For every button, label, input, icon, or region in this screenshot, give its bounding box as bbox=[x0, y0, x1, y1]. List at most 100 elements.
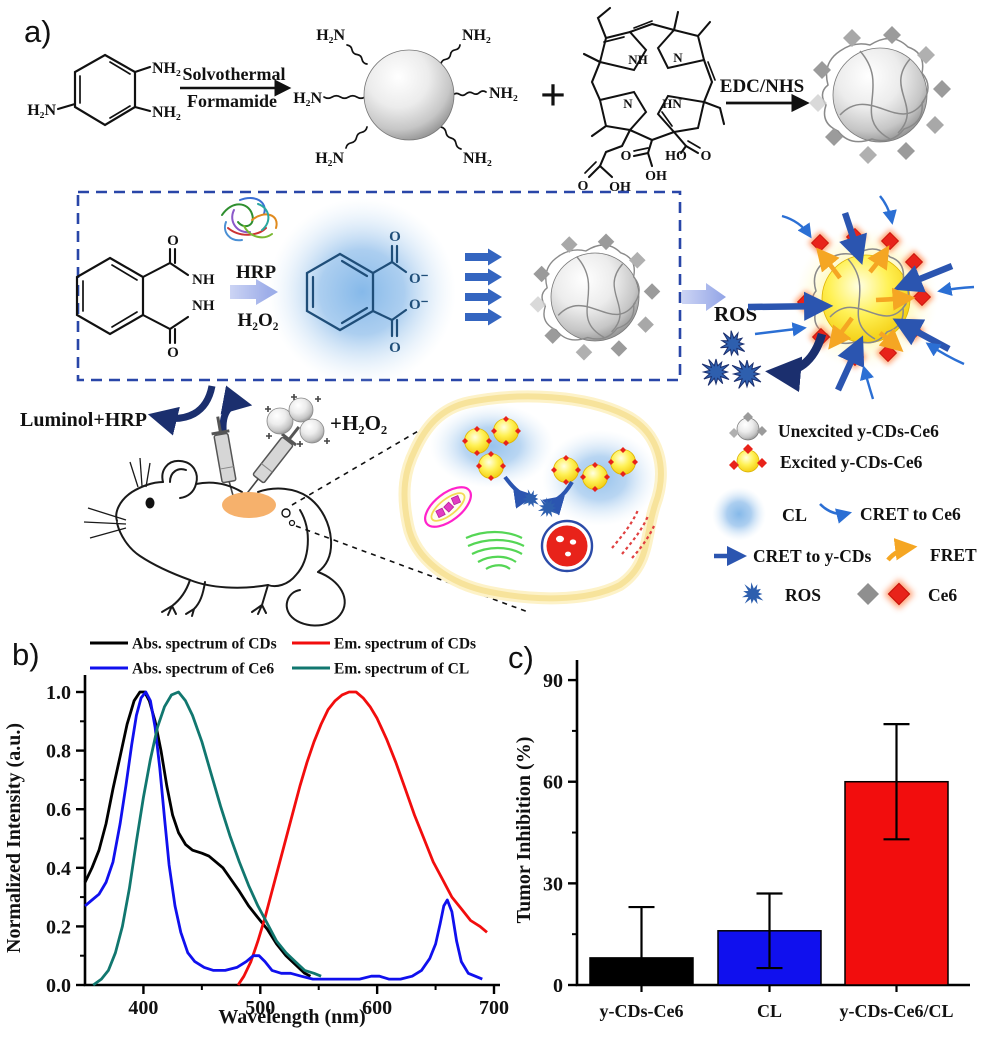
svg-text:H₂N: H₂N bbox=[315, 150, 344, 167]
bar-category-label: y-CDs-Ce6/CL bbox=[840, 1001, 954, 1021]
triaminobenzene-structure: NH₂ NH₂ H₂N bbox=[27, 53, 181, 127]
ros-generation-arrow bbox=[765, 332, 827, 393]
svg-text:O: O bbox=[167, 233, 179, 249]
reaction-condition-bottom: Formamide bbox=[187, 91, 277, 111]
ros-cluster: ROS bbox=[701, 302, 762, 389]
legend-cret-ycds-label: CRET to y-CDs bbox=[753, 546, 871, 566]
nanoparticle-cluster: +H₂O₂ bbox=[265, 394, 387, 447]
svg-text:O: O bbox=[389, 229, 401, 245]
legend-cl-icon bbox=[712, 487, 766, 541]
legend-ce6-gray-icon bbox=[857, 583, 879, 605]
svg-text:90: 90 bbox=[543, 670, 563, 692]
callout-lines bbox=[291, 395, 529, 613]
svg-text:NH₂: NH₂ bbox=[152, 104, 181, 121]
series-line bbox=[83, 690, 312, 978]
series-line bbox=[92, 690, 322, 987]
svg-text:NH₂: NH₂ bbox=[489, 85, 518, 102]
svg-text:600: 600 bbox=[362, 997, 392, 1019]
legend-entry: Abs. spectrum of Ce6 bbox=[132, 661, 274, 678]
y-axis-title: Normalized Intensity (a.u.) bbox=[3, 723, 25, 953]
ycds-ce6-sphere bbox=[808, 25, 952, 165]
svg-text:500: 500 bbox=[245, 997, 275, 1019]
luminol-structure: O O NH NH bbox=[75, 233, 215, 361]
chlorin-e6-structure: NH N N HN O OH O OH HO O bbox=[578, 6, 726, 195]
svg-text:0: 0 bbox=[553, 975, 563, 997]
svg-text:HN: HN bbox=[662, 96, 682, 111]
legend-ce6-red-icon bbox=[884, 579, 914, 609]
legend-ce6-label: Ce6 bbox=[928, 585, 957, 605]
plot-area: 400 500 600 700 0.0 0.2 0.4 0.6 0.8 1.0 Abs. spect… bbox=[46, 636, 509, 1020]
chevron-arrow-exit bbox=[682, 283, 726, 311]
plot-area: 0 30 60 90 y-CDs-Ce6 CL y-CDs-Ce6/CL bbox=[543, 660, 970, 1021]
legend-entry: Em. spectrum of CL bbox=[334, 661, 469, 678]
svg-text:NH₂: NH₂ bbox=[152, 60, 181, 77]
legend-entry: Abs. spectrum of CDs bbox=[132, 636, 277, 653]
scheme-legend: Unexcited y-CDs-Ce6 Excited y-CDs-Ce6 CL… bbox=[712, 412, 977, 609]
panel-a-scheme: a) NH₂ NH₂ H₂N Solvothermal Formamide H₂… bbox=[20, 6, 977, 627]
svg-text:H₂N: H₂N bbox=[316, 27, 345, 44]
legend-unexcited-label: Unexcited y-CDs-Ce6 bbox=[778, 421, 939, 441]
legend-unexcited-icon bbox=[729, 412, 767, 441]
plus-h2o2-label: +H₂O₂ bbox=[330, 411, 387, 435]
svg-text:0.8: 0.8 bbox=[46, 741, 71, 763]
legend-fret-label: FRET bbox=[930, 545, 977, 565]
panel-c-label: c) bbox=[508, 640, 534, 675]
legend-entry: Em. spectrum of CDs bbox=[334, 636, 476, 653]
svg-text:NH: NH bbox=[192, 298, 215, 314]
ycds-ce6-sphere-box bbox=[528, 232, 662, 362]
svg-text:OH: OH bbox=[645, 169, 667, 184]
energy-transfer-arrows bbox=[465, 248, 502, 326]
golgi bbox=[465, 530, 525, 570]
tumor-cell bbox=[398, 390, 667, 605]
legend-ros-icon bbox=[742, 582, 764, 605]
svg-text:0.6: 0.6 bbox=[46, 799, 71, 821]
svg-text:1.0: 1.0 bbox=[46, 682, 71, 704]
mouse-illustration bbox=[83, 457, 346, 627]
svg-text:400: 400 bbox=[128, 997, 158, 1019]
luminol-hrp-label: Luminol+HRP bbox=[20, 409, 147, 431]
tumor-site bbox=[222, 492, 276, 518]
svg-text:0.4: 0.4 bbox=[46, 858, 71, 880]
svg-text:700: 700 bbox=[479, 997, 509, 1019]
svg-text:30: 30 bbox=[543, 873, 563, 895]
legend-cret-ce6-label: CRET to Ce6 bbox=[860, 504, 961, 524]
excited-ycds-ce6 bbox=[747, 195, 975, 400]
injection-cycle: Luminol+HRP bbox=[20, 385, 253, 439]
y-axis-title: Tumor Inhibition (%) bbox=[513, 737, 535, 924]
svg-text:N: N bbox=[673, 50, 683, 65]
legend-excited-icon bbox=[729, 444, 767, 473]
svg-text:0.2: 0.2 bbox=[46, 916, 71, 938]
svg-text:NH₂: NH₂ bbox=[462, 27, 491, 44]
plus-sign: + bbox=[540, 69, 566, 120]
nucleus bbox=[540, 519, 594, 573]
svg-text:H₂N: H₂N bbox=[27, 102, 56, 119]
svg-text:O: O bbox=[621, 149, 632, 164]
svg-text:H₂N: H₂N bbox=[293, 90, 322, 107]
legend-ros-label: ROS bbox=[785, 585, 821, 605]
cl-glow-product: O O⁻ O⁻ O bbox=[268, 198, 456, 386]
endoplasmic-reticulum bbox=[611, 509, 656, 559]
legend-excited-label: Excited y-CDs-Ce6 bbox=[780, 452, 923, 472]
svg-text:0.0: 0.0 bbox=[46, 975, 71, 997]
legend-cret-ce6-icon bbox=[819, 503, 853, 524]
svg-text:O⁻: O⁻ bbox=[409, 271, 429, 287]
bar-category-label: CL bbox=[757, 1001, 782, 1021]
reaction-condition-top: Solvothermal bbox=[183, 64, 286, 84]
hrp-h2o2-step: HRP H₂O₂ bbox=[230, 262, 279, 331]
panel-b-label: b) bbox=[12, 637, 40, 672]
x-axis-title: Wavelength (nm) bbox=[218, 1006, 365, 1028]
svg-text:NH₂: NH₂ bbox=[463, 150, 492, 167]
svg-text:NH: NH bbox=[628, 52, 648, 67]
legend-fret-icon bbox=[886, 538, 918, 562]
chevron-arrow bbox=[230, 279, 278, 305]
panel-b-spectra-chart: b) Wavelength (nm) Normalized Intensity … bbox=[3, 636, 509, 1029]
svg-text:O: O bbox=[167, 345, 179, 361]
svg-text:O: O bbox=[701, 149, 712, 164]
mitochondrion bbox=[424, 486, 472, 528]
svg-text:60: 60 bbox=[543, 772, 563, 794]
excited-particles bbox=[462, 416, 638, 492]
series-line bbox=[236, 690, 488, 986]
svg-text:O: O bbox=[578, 179, 589, 194]
bar-category-label: y-CDs-Ce6 bbox=[600, 1001, 684, 1021]
